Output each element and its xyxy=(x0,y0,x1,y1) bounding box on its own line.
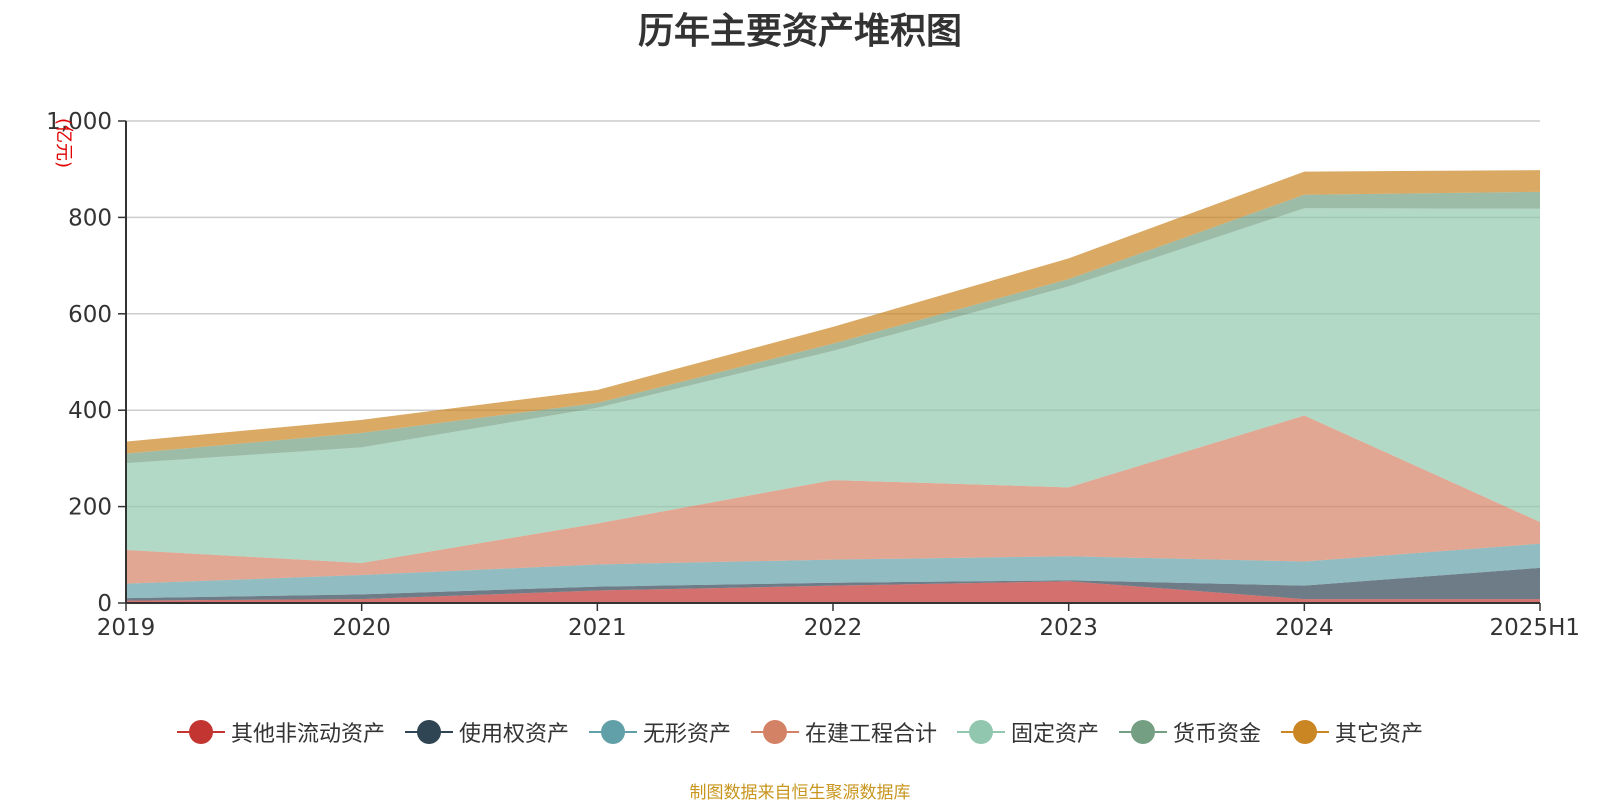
y-tick-label: 400 xyxy=(68,398,112,424)
legend-label: 其它资产 xyxy=(1335,722,1424,747)
x-tick-label: 2024 xyxy=(1275,615,1334,641)
legend-marker-icon xyxy=(750,720,799,744)
x-tick-label: 2019 xyxy=(97,615,156,641)
y-tick-label: 0 xyxy=(97,591,112,617)
legend-label: 货币资金 xyxy=(1173,722,1262,747)
legend-item[interactable]: 货币资金 xyxy=(1119,716,1261,748)
legend-label: 使用权资产 xyxy=(458,722,569,747)
legend-marker-icon xyxy=(1281,720,1330,744)
area-series xyxy=(126,170,1540,603)
x-tick-label: 2020 xyxy=(332,615,391,641)
legend-marker-icon xyxy=(404,720,453,744)
legend-label: 其他非流动资产 xyxy=(230,722,385,747)
x-tick-label: 2021 xyxy=(568,615,627,641)
y-tick-label: 800 xyxy=(68,205,112,231)
legend-item[interactable]: 其他非流动资产 xyxy=(176,716,385,748)
chart-title: 历年主要资产堆积图 xyxy=(637,11,962,52)
area-在建工程合计[interactable] xyxy=(126,415,1540,584)
source-note: 制图数据来自恒生聚源数据库 xyxy=(689,783,911,803)
area-固定资产[interactable] xyxy=(126,208,1540,563)
legend-item[interactable]: 无形资产 xyxy=(588,716,731,748)
legend-marker-icon xyxy=(588,720,637,744)
legend-item[interactable]: 固定资产 xyxy=(957,716,1099,748)
y-tick-label: 600 xyxy=(68,302,112,328)
axes: 0 200 400 600 800 1,000 2019 2020 2021 2022 2023 20… xyxy=(46,109,1580,641)
legend-label: 无形资产 xyxy=(642,722,731,747)
x-tick-label: 2025H1 xyxy=(1490,615,1580,641)
x-tick-label: 2022 xyxy=(804,615,863,641)
x-tick-label: 2023 xyxy=(1039,615,1098,641)
y-axis-label: (亿元) xyxy=(53,118,74,168)
y-tick-label: 1,000 xyxy=(46,109,112,135)
y-tick-label: 200 xyxy=(68,495,112,521)
legend-marker-icon xyxy=(1119,720,1168,744)
area-无形资产[interactable] xyxy=(126,543,1540,599)
legend-label: 在建工程合计 xyxy=(804,722,937,747)
legend: 其他非流动资产 使用权资产 无形资产 在建工程合计 固定资产 货币资金 其它资产 xyxy=(0,716,1600,748)
legend-item[interactable]: 使用权资产 xyxy=(404,716,569,748)
legend-label: 固定资产 xyxy=(1011,722,1100,747)
area-其他非流动资产[interactable] xyxy=(126,581,1540,603)
legend-marker-icon xyxy=(957,720,1005,744)
area-使用权资产[interactable] xyxy=(126,567,1540,601)
legend-marker-icon xyxy=(176,720,225,744)
legend-item[interactable]: 其它资产 xyxy=(1281,716,1423,748)
legend-item[interactable]: 在建工程合计 xyxy=(750,716,937,748)
